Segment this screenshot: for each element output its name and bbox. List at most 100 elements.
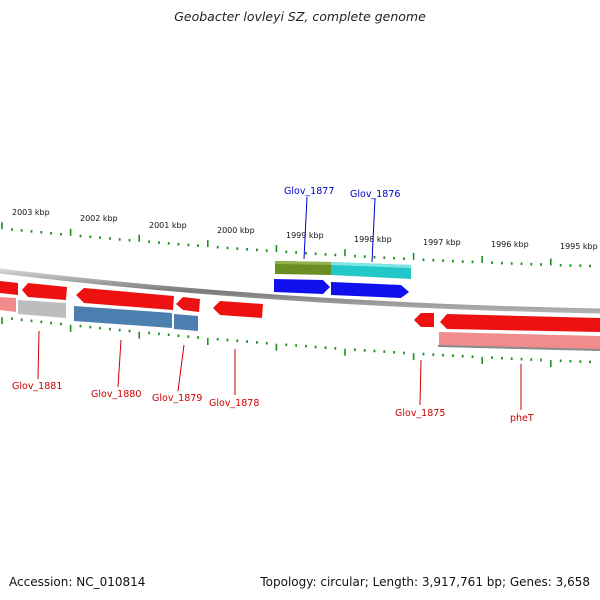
gene-label-glov1878[interactable]: Glov_1878 — [209, 398, 259, 409]
minor-tick — [118, 238, 121, 241]
leader-glov1877 — [303, 196, 308, 260]
minor-tick — [422, 258, 425, 261]
minor-tick — [79, 234, 82, 238]
gene-arrow-red-left-4[interactable] — [176, 297, 200, 312]
minor-tick — [589, 360, 591, 364]
gene-arrow-red-left-1[interactable] — [0, 281, 18, 295]
minor-tick — [128, 238, 131, 242]
minor-tick — [246, 248, 248, 251]
minor-tick — [158, 241, 160, 244]
leader-glov1881 — [37, 330, 40, 380]
gene-label-glov1880[interactable]: Glov_1880 — [91, 389, 141, 400]
minor-tick — [177, 334, 180, 337]
gene-bar-olive-highlight — [275, 261, 331, 265]
minor-tick — [148, 331, 150, 335]
minor-tick — [177, 242, 180, 246]
minor-tick — [216, 337, 219, 341]
minor-tick — [167, 333, 170, 337]
major-tick — [138, 331, 140, 339]
minor-tick — [559, 359, 562, 363]
minor-tick — [20, 229, 23, 232]
gene-label-glov1881[interactable]: Glov_1881 — [12, 381, 62, 392]
minor-tick — [109, 327, 111, 331]
minor-tick — [60, 322, 62, 326]
minor-tick — [30, 230, 33, 233]
leader-glov1876 — [371, 198, 376, 263]
major-tick — [344, 348, 346, 356]
minor-tick — [314, 252, 317, 256]
minor-tick — [314, 345, 317, 349]
gene-bar-cyan-highlight — [331, 262, 411, 268]
gene-label-glov1879[interactable]: Glov_1879 — [152, 393, 202, 404]
minor-tick — [40, 320, 43, 324]
gene-label-glov1877[interactable]: Glov_1877 — [284, 186, 334, 197]
minor-tick — [187, 335, 190, 338]
gene-arrow-red-right-2[interactable] — [440, 314, 600, 332]
minor-tick — [432, 353, 435, 356]
minor-tick — [256, 248, 258, 252]
minor-tick — [128, 329, 131, 333]
minor-tick — [452, 259, 454, 263]
major-tick — [207, 338, 209, 345]
gene-label-glov1876[interactable]: Glov_1876 — [350, 189, 400, 200]
gene-bar-steelblue-2[interactable] — [174, 314, 198, 331]
gene-bar-light-right[interactable] — [439, 332, 600, 350]
gene-arrow-red-left-5[interactable] — [213, 301, 263, 318]
minor-tick — [40, 231, 43, 234]
minor-tick — [491, 261, 493, 264]
gene-bar-light-left[interactable] — [0, 297, 16, 312]
minor-tick — [197, 244, 199, 247]
minor-tick — [354, 348, 356, 351]
gene-arrow-blue-1[interactable] — [274, 279, 330, 294]
minor-tick — [383, 350, 386, 353]
minor-tick — [226, 246, 229, 250]
gene-bar-steelblue-1[interactable] — [74, 306, 172, 328]
major-tick — [275, 343, 278, 351]
major-tick — [138, 234, 140, 242]
minor-tick — [265, 249, 268, 252]
minor-tick — [11, 317, 13, 320]
gene-arrow-red-right-1[interactable] — [414, 313, 434, 327]
minor-tick — [471, 260, 474, 264]
minor-tick — [520, 262, 523, 266]
major-tick — [481, 357, 483, 364]
minor-tick — [501, 356, 503, 360]
gene-track-right — [414, 313, 600, 351]
gene-labels: Glov_1877 Glov_1876 Glov_1881 Glov_1880 … — [12, 186, 534, 424]
gene-bar-gray[interactable] — [18, 300, 66, 318]
minor-tick — [501, 261, 503, 265]
minor-tick — [305, 344, 307, 348]
scale-label-1996: 1996 kbp — [491, 240, 529, 249]
minor-tick — [373, 255, 376, 259]
gene-label-phet[interactable]: pheT — [510, 413, 534, 424]
minor-tick — [383, 256, 386, 259]
major-tick — [550, 360, 552, 368]
leader-glov1875 — [419, 359, 422, 406]
minor-tick — [148, 240, 150, 244]
minor-tick — [324, 346, 327, 349]
minor-tick — [334, 253, 337, 257]
major-tick — [412, 353, 415, 361]
minor-tick — [295, 344, 297, 347]
topology-text: Topology: circular; Length: 3,917,761 bp… — [260, 575, 590, 589]
minor-tick — [540, 358, 542, 362]
major-tick — [207, 240, 209, 248]
major-tick — [1, 222, 3, 230]
major-tick — [550, 258, 552, 266]
minor-tick — [354, 254, 356, 258]
minor-tick — [99, 236, 101, 239]
minor-tick — [334, 347, 337, 350]
gene-arrow-red-left-2[interactable] — [22, 283, 67, 300]
gene-label-glov1875[interactable]: Glov_1875 — [395, 408, 445, 419]
minor-tick — [569, 264, 572, 267]
minor-tick — [226, 338, 229, 342]
minor-tick — [187, 243, 190, 247]
minor-tick — [393, 256, 395, 260]
genome-backbone-right — [437, 345, 600, 351]
minor-tick — [99, 326, 101, 330]
minor-tick — [305, 251, 307, 255]
gene-arrow-red-left-3[interactable] — [76, 288, 174, 310]
gene-arrow-blue-2[interactable] — [331, 282, 409, 298]
minor-tick — [461, 260, 464, 263]
